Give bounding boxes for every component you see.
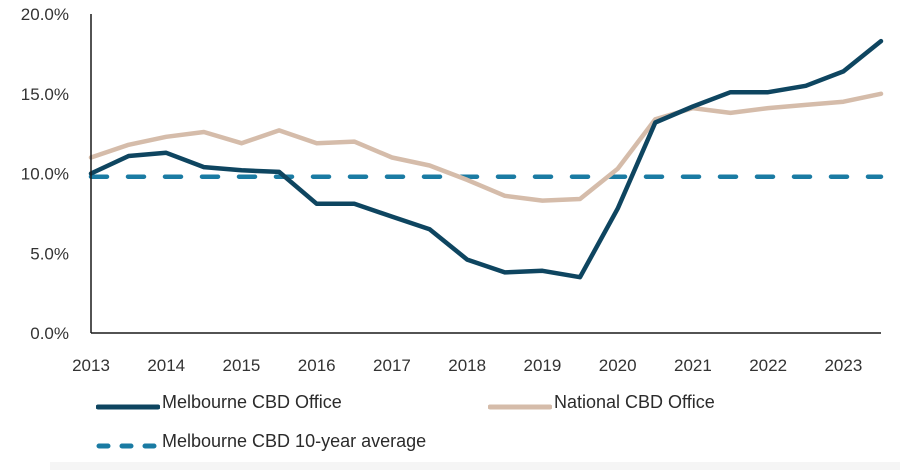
- y-tick-label: 20.0%: [21, 5, 69, 24]
- legend: Melbourne CBD Office National CBD Office…: [0, 390, 900, 470]
- series-melbourne-cbd-office: [88, 38, 884, 280]
- line-chart: 0.0% 5.0% 10.0% 15.0% 20.0% 2013 2014 2015 2016…: [21, 5, 884, 375]
- x-tick-label: 2017: [373, 356, 411, 375]
- legend-item-national[interactable]: National CBD Office: [487, 392, 715, 413]
- series-melbourne-cbd-10-year-average: [88, 174, 884, 179]
- footer-band: [50, 462, 900, 470]
- x-tick-label: 2018: [448, 356, 486, 375]
- x-tick-label: 2021: [674, 356, 712, 375]
- y-tick-label: 5.0%: [30, 244, 69, 263]
- series-line: [88, 38, 884, 280]
- legend-swatch-dashed-blue: [96, 436, 161, 448]
- series-national-cbd-office: [88, 91, 884, 203]
- x-tick-label: 2014: [147, 356, 185, 375]
- legend-label: Melbourne CBD 10-year average: [162, 431, 427, 451]
- x-tick-label: 2020: [599, 356, 637, 375]
- x-tick-label: 2015: [223, 356, 261, 375]
- y-tick-label: 15.0%: [21, 85, 69, 104]
- y-axis-ticks: 0.0% 5.0% 10.0% 15.0% 20.0%: [21, 5, 69, 343]
- x-tick-label: 2019: [524, 356, 562, 375]
- x-tick-label: 2013: [72, 356, 110, 375]
- series-line: [88, 91, 884, 203]
- legend-swatch-solid-dark: [95, 397, 161, 409]
- y-tick-label: 10.0%: [21, 165, 69, 184]
- y-tick-label: 0.0%: [30, 324, 69, 343]
- x-tick-label: 2022: [749, 356, 787, 375]
- legend-swatch-solid-beige: [487, 397, 553, 409]
- x-axis-ticks: 2013 2014 2015 2016 2017 2018 2019 2020 2021 2022…: [72, 356, 862, 375]
- legend-label: National CBD Office: [554, 392, 715, 412]
- x-tick-label: 2016: [298, 356, 336, 375]
- series-layer: [88, 38, 884, 280]
- legend-item-average[interactable]: Melbourne CBD 10-year average: [96, 431, 426, 452]
- legend-item-melbourne[interactable]: Melbourne CBD Office: [95, 392, 342, 413]
- x-tick-label: 2023: [824, 356, 862, 375]
- legend-label: Melbourne CBD Office: [162, 392, 342, 412]
